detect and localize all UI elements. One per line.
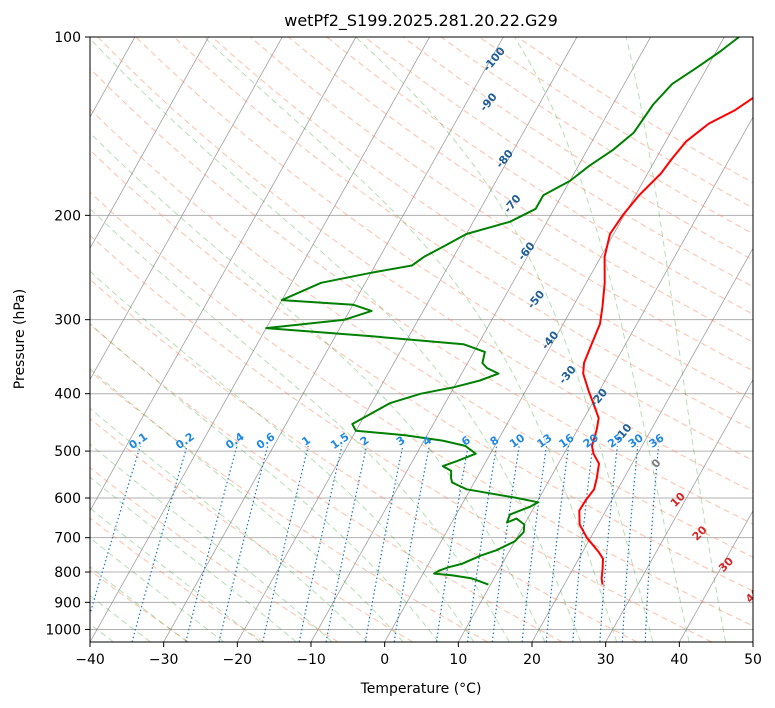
- moist-adiabat-line: [89, 37, 581, 642]
- dry-adiabat-label: -40: [539, 328, 562, 352]
- x-axis-label: Temperature (°C): [360, 681, 482, 697]
- mixing-ratio-label: 4: [420, 433, 434, 448]
- moist-adiabat-line: [0, 37, 509, 642]
- x-tick-label: 30: [597, 652, 615, 668]
- mixing-ratio-line: [186, 446, 237, 642]
- mixing-ratio-line: [394, 446, 429, 642]
- mixing-ratio-line: [645, 446, 658, 642]
- dry-adiabat-label: -80: [493, 147, 516, 171]
- moist-adiabat-lines: [0, 37, 726, 642]
- mixing-ratio-line: [132, 446, 187, 642]
- x-tick-label: 0: [380, 652, 389, 668]
- y-tick-label: 400: [54, 387, 81, 403]
- moist-adiabat-line: [0, 37, 224, 642]
- mixing-ratio-line: [82, 446, 141, 642]
- y-tick-label: 100: [54, 30, 81, 46]
- dry-adiabat-lines: [0, 37, 775, 642]
- dry-adiabat-line: [0, 37, 338, 642]
- dry-adiabat-line: [250, 37, 775, 642]
- moist-adiabat-line: [515, 37, 690, 642]
- mixing-ratio-line: [436, 446, 468, 642]
- moist-adiabat-line: [0, 37, 296, 642]
- x-tick-label: −30: [149, 652, 179, 668]
- dry-adiabat-label: -60: [515, 239, 538, 263]
- mixing-ratio-label: 0.2: [173, 430, 196, 452]
- mixing-ratio-label: 8: [488, 434, 502, 449]
- plot-frame: [90, 37, 753, 642]
- y-tick-label: 900: [54, 595, 81, 611]
- mixing-ratio-line: [573, 446, 593, 642]
- dry-adiabat-line: [0, 37, 562, 642]
- x-tick-label: 20: [523, 652, 541, 668]
- y-tick-label: 600: [54, 491, 81, 507]
- mixing-ratio-label: 1: [299, 433, 313, 448]
- isotherm-line: [0, 37, 209, 642]
- isotherm-line: [606, 37, 775, 642]
- mixing-ratio-label: 0.6: [254, 430, 278, 452]
- dewpoint-profile: [266, 37, 739, 585]
- dry-adiabat-label: -30: [556, 363, 579, 387]
- y-tick-label: 700: [54, 531, 81, 547]
- moist-adiabat-line: [1, 37, 545, 642]
- moist-adiabat-line: [0, 37, 403, 642]
- mixing-ratio-lines: [82, 446, 659, 642]
- y-tick-label: 800: [54, 565, 81, 581]
- x-tick-label: 40: [670, 652, 688, 668]
- x-tick-label: −20: [223, 652, 253, 668]
- mixing-ratio-label: 0.1: [127, 430, 150, 452]
- dry-adiabat-label: -50: [525, 288, 548, 312]
- dry-adiabat-label: -100: [480, 44, 508, 74]
- x-tick-label: 50: [744, 652, 762, 668]
- mixing-ratio-label: 36: [647, 431, 667, 451]
- dry-adiabat-label: -70: [501, 192, 524, 216]
- x-tick-label: −10: [296, 652, 326, 668]
- x-tick-label: −40: [75, 652, 105, 668]
- mixing-ratio-label: 16: [557, 431, 577, 451]
- y-tick-label: 200: [54, 208, 81, 224]
- plot-area: 0.1 0.2 0.4 0.6 1 1.5 2 3 4 6 8 10 13 16 20 25 30 36-100-…: [0, 37, 775, 642]
- mixing-ratio-line: [219, 446, 268, 642]
- y-tick-label: 300: [54, 313, 81, 329]
- dry-adiabat-line: [403, 37, 775, 642]
- moist-adiabat-label: 20: [690, 523, 710, 543]
- isotherm-line: [16, 37, 356, 642]
- chart-title: wetPf2_S199.2025.281.20.22.G29: [284, 11, 558, 31]
- mixing-ratio-line: [326, 446, 367, 642]
- moist-adiabat-line: [0, 37, 187, 642]
- isotherm-line: [311, 37, 651, 642]
- moist-adiabat-line: [0, 37, 332, 642]
- mixing-ratio-line: [622, 446, 637, 642]
- dry-adiabat-line: [174, 37, 775, 642]
- moist-adiabat-label: 0: [649, 456, 664, 471]
- moist-adiabat-label: 10: [668, 490, 688, 510]
- y-tick-label: 1000: [45, 622, 81, 638]
- mixing-ratio-label: 6: [459, 433, 473, 448]
- y-tick-label: 500: [54, 444, 81, 460]
- moist-adiabat-line: [0, 37, 368, 642]
- dry-adiabat-line: [365, 37, 775, 642]
- mixing-ratio-line: [546, 446, 568, 642]
- isotherm-line: [0, 37, 61, 642]
- y-axis-ticks: 100 200 300 400 500 600 700 800 900 1000: [45, 30, 90, 638]
- dry-adiabat-line: [0, 37, 413, 642]
- isotherm-line: [532, 37, 775, 642]
- moist-adiabat-line: [0, 37, 439, 642]
- x-tick-label: 10: [449, 652, 467, 668]
- mixing-ratio-line: [365, 446, 403, 642]
- moist-adiabat-line: [0, 37, 260, 642]
- x-axis-ticks: −40 −30 −20 −10 0 10 20 30 40 50: [75, 642, 762, 668]
- mixing-ratio-label: 13: [534, 431, 554, 450]
- isotherm-line: [753, 37, 775, 642]
- mixing-ratio-label: 2: [358, 433, 372, 448]
- isotherm-line: [90, 37, 430, 642]
- mixing-ratio-line: [299, 446, 342, 642]
- y-axis-label: Pressure (hPa): [12, 289, 28, 389]
